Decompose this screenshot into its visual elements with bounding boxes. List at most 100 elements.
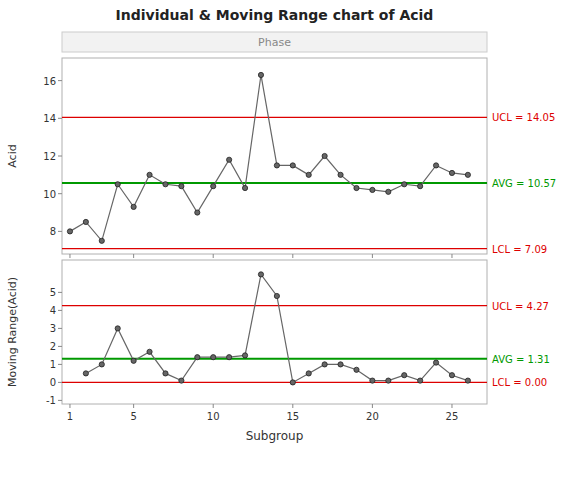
control-limit-label: LCL = 7.09 (492, 244, 547, 255)
x-tick (451, 404, 452, 408)
data-point (465, 172, 470, 177)
x-tick-label: 10 (207, 411, 220, 422)
phase-label: Phase (258, 36, 291, 49)
data-point (83, 219, 88, 224)
y-tick-label: 0 (50, 377, 56, 388)
y-tick (58, 400, 62, 401)
data-point (306, 172, 311, 177)
control-limit-label: AVG = 10.57 (492, 178, 556, 189)
title: Individual & Moving Range chart of Acid (116, 7, 434, 23)
control-limit-label: LCL = 0.00 (492, 377, 547, 388)
data-point (131, 204, 136, 209)
data-point (322, 362, 327, 367)
y-tick-label: 8 (50, 226, 56, 237)
y-tick-label: 14 (43, 113, 56, 124)
data-point (465, 378, 470, 383)
x-tick (292, 404, 293, 408)
x-tick (133, 404, 134, 408)
data-point (179, 378, 184, 383)
y-tick (58, 193, 62, 194)
data-point (402, 182, 407, 187)
data-point (354, 185, 359, 190)
data-point (163, 182, 168, 187)
y-tick (58, 328, 62, 329)
y-tick-label: -1 (46, 395, 56, 406)
data-point (354, 367, 359, 372)
data-point (227, 157, 232, 162)
data-point (433, 360, 438, 365)
y-tick-label: 1 (50, 359, 56, 370)
series-line (86, 274, 468, 382)
control-limit (62, 117, 487, 118)
y-tick (58, 80, 62, 81)
data-point (179, 184, 184, 189)
data-point (258, 272, 263, 277)
control-limit-label: UCL = 4.27 (492, 301, 549, 312)
data-point (449, 170, 454, 175)
data-point (115, 326, 120, 331)
y-tick-label: 2 (50, 341, 56, 352)
data-point (147, 349, 152, 354)
plot-area (62, 72, 487, 248)
data-point (338, 362, 343, 367)
data-point (163, 371, 168, 376)
data-point (338, 172, 343, 177)
x-tick (292, 254, 293, 258)
data-point (370, 187, 375, 192)
data-point (386, 378, 391, 383)
x-axis-label: Subgroup (246, 429, 304, 443)
data-point (418, 378, 423, 383)
data-point (449, 373, 454, 378)
control-limit (62, 248, 487, 249)
x-tick (213, 254, 214, 258)
y-tick-label: 4 (50, 305, 56, 316)
data-point (147, 172, 152, 177)
data-point (67, 229, 72, 234)
y-axis-label: Moving Range(Acid) (6, 277, 19, 387)
y-tick (58, 382, 62, 383)
y-tick (58, 118, 62, 119)
y-tick-label: 12 (43, 151, 56, 162)
data-point (370, 378, 375, 383)
data-point (99, 238, 104, 243)
data-point (99, 362, 104, 367)
x-tick (372, 404, 373, 408)
y-tick (58, 346, 62, 347)
chart-root: Individual & Moving Range chart of Acid P… (0, 0, 572, 484)
series-line (70, 75, 468, 241)
data-point (274, 163, 279, 168)
x-tick (133, 254, 134, 258)
x-tick-label: 5 (130, 411, 136, 422)
data-point (386, 189, 391, 194)
control-limit (62, 358, 487, 360)
data-point (322, 153, 327, 158)
data-point (131, 358, 136, 363)
x-tick (69, 404, 70, 408)
data-point (211, 184, 216, 189)
data-point (195, 355, 200, 360)
plot-frame (62, 260, 487, 404)
x-tick-label: 1 (67, 411, 73, 422)
y-tick (58, 231, 62, 232)
data-point (418, 184, 423, 189)
data-point (290, 380, 295, 385)
data-point (115, 182, 120, 187)
data-point (211, 355, 216, 360)
x-tick (451, 254, 452, 258)
data-point (83, 371, 88, 376)
y-tick (58, 292, 62, 293)
x-tick-label: 20 (366, 411, 379, 422)
data-point (402, 373, 407, 378)
x-tick-label: 25 (446, 411, 459, 422)
y-tick (58, 156, 62, 157)
control-limit-label: UCL = 14.05 (492, 112, 555, 123)
data-point (274, 293, 279, 298)
data-point (242, 185, 247, 190)
phase-band (62, 32, 487, 52)
data-point (227, 355, 232, 360)
data-point (306, 371, 311, 376)
control-limit (62, 382, 487, 383)
x-tick (213, 404, 214, 408)
y-tick (58, 364, 62, 365)
data-point (290, 163, 295, 168)
